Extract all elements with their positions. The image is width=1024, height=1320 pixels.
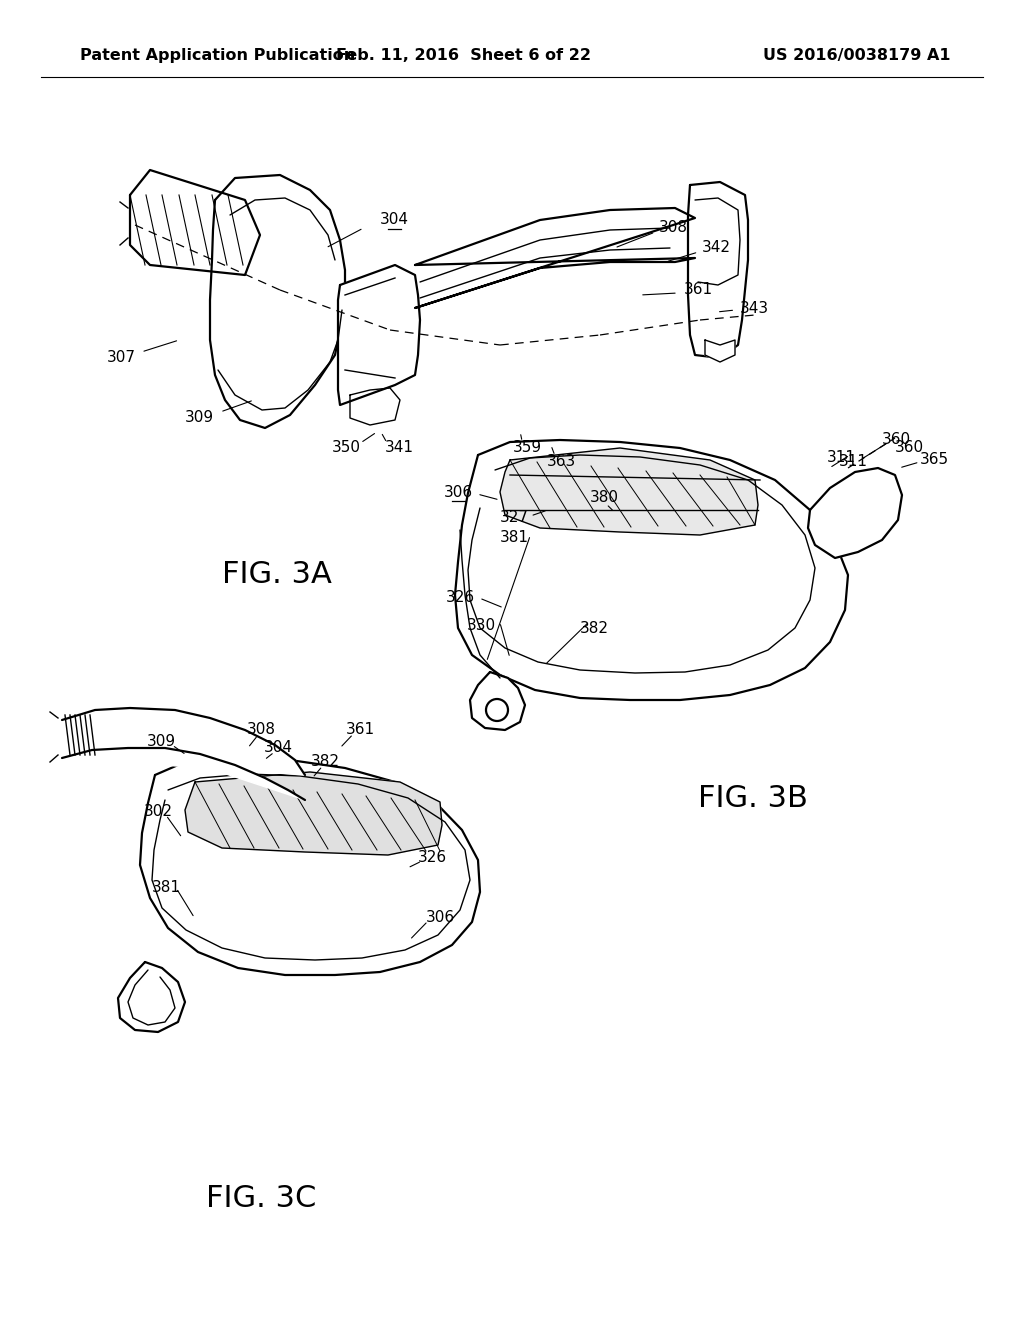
Polygon shape xyxy=(130,170,260,275)
Text: 311: 311 xyxy=(839,454,867,470)
Text: 304: 304 xyxy=(380,213,409,227)
Polygon shape xyxy=(688,182,748,358)
Text: 307: 307 xyxy=(106,351,135,366)
Polygon shape xyxy=(470,672,525,730)
Text: 381: 381 xyxy=(500,531,528,545)
Polygon shape xyxy=(415,209,695,308)
Text: 350: 350 xyxy=(332,441,360,455)
Text: 306: 306 xyxy=(444,484,473,499)
Text: 308: 308 xyxy=(659,220,688,235)
Text: 309: 309 xyxy=(185,411,214,425)
Circle shape xyxy=(486,700,508,721)
Text: Feb. 11, 2016  Sheet 6 of 22: Feb. 11, 2016 Sheet 6 of 22 xyxy=(336,48,592,63)
Text: FIG. 3C: FIG. 3C xyxy=(206,1184,316,1213)
Text: 327: 327 xyxy=(500,511,528,525)
Text: 380: 380 xyxy=(590,491,618,506)
Text: 381: 381 xyxy=(152,880,180,895)
Text: 360: 360 xyxy=(882,433,910,447)
Text: 365: 365 xyxy=(920,453,948,467)
Polygon shape xyxy=(808,469,902,558)
Text: 342: 342 xyxy=(702,240,731,256)
Text: US 2016/0038179 A1: US 2016/0038179 A1 xyxy=(763,48,950,63)
Polygon shape xyxy=(350,388,400,425)
Polygon shape xyxy=(705,341,735,362)
Polygon shape xyxy=(118,962,185,1032)
Text: 363: 363 xyxy=(547,454,575,470)
Polygon shape xyxy=(338,265,420,405)
Polygon shape xyxy=(500,447,758,535)
Text: 304: 304 xyxy=(264,741,293,755)
Polygon shape xyxy=(455,440,848,700)
Text: 306: 306 xyxy=(426,911,455,925)
Text: 359: 359 xyxy=(513,441,542,455)
Text: 361: 361 xyxy=(346,722,375,738)
Text: 311: 311 xyxy=(827,450,856,466)
Text: 361: 361 xyxy=(684,282,713,297)
Text: 341: 341 xyxy=(385,441,414,455)
Text: 330: 330 xyxy=(467,618,496,632)
Text: 343: 343 xyxy=(740,301,769,315)
Text: 382: 382 xyxy=(311,755,340,770)
Text: 302: 302 xyxy=(144,804,173,820)
Text: 360: 360 xyxy=(895,441,924,455)
Text: 382: 382 xyxy=(580,620,608,635)
Polygon shape xyxy=(62,708,305,800)
Text: FIG. 3A: FIG. 3A xyxy=(221,560,332,589)
Text: 309: 309 xyxy=(147,734,176,750)
Text: 326: 326 xyxy=(418,850,446,866)
Text: 308: 308 xyxy=(247,722,275,738)
Polygon shape xyxy=(210,176,345,428)
Text: 326: 326 xyxy=(446,590,475,606)
Text: Patent Application Publication: Patent Application Publication xyxy=(80,48,355,63)
Polygon shape xyxy=(140,758,480,975)
Text: FIG. 3B: FIG. 3B xyxy=(697,784,808,813)
Polygon shape xyxy=(185,772,442,855)
